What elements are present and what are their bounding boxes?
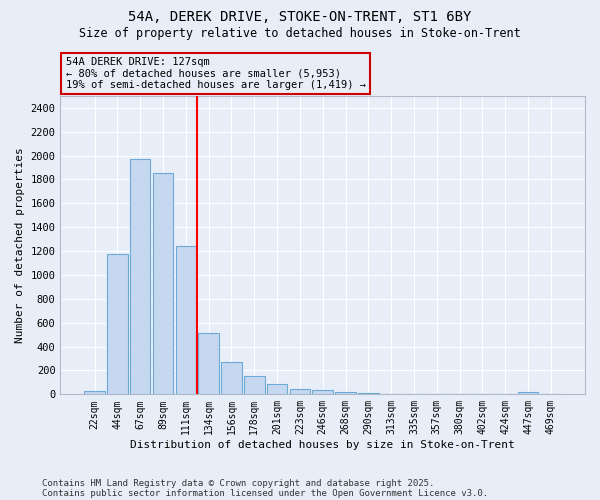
Bar xyxy=(244,376,265,394)
Bar xyxy=(199,333,219,394)
Bar xyxy=(84,391,105,394)
Bar xyxy=(176,246,196,394)
Text: Contains HM Land Registry data © Crown copyright and database right 2025.: Contains HM Land Registry data © Crown c… xyxy=(42,478,434,488)
Bar xyxy=(221,362,242,394)
X-axis label: Distribution of detached houses by size in Stoke-on-Trent: Distribution of detached houses by size … xyxy=(130,440,515,450)
Text: Contains public sector information licensed under the Open Government Licence v3: Contains public sector information licen… xyxy=(42,488,488,498)
Bar xyxy=(313,390,333,394)
Bar xyxy=(107,254,128,394)
Bar xyxy=(518,392,538,394)
Text: 54A DEREK DRIVE: 127sqm
← 80% of detached houses are smaller (5,953)
19% of semi: 54A DEREK DRIVE: 127sqm ← 80% of detache… xyxy=(65,56,365,90)
Bar xyxy=(335,392,356,394)
Text: Size of property relative to detached houses in Stoke-on-Trent: Size of property relative to detached ho… xyxy=(79,28,521,40)
Bar xyxy=(130,158,151,394)
Bar xyxy=(267,384,287,394)
Bar xyxy=(153,173,173,394)
Y-axis label: Number of detached properties: Number of detached properties xyxy=(15,147,25,343)
Bar xyxy=(290,388,310,394)
Bar xyxy=(358,393,379,394)
Text: 54A, DEREK DRIVE, STOKE-ON-TRENT, ST1 6BY: 54A, DEREK DRIVE, STOKE-ON-TRENT, ST1 6B… xyxy=(128,10,472,24)
